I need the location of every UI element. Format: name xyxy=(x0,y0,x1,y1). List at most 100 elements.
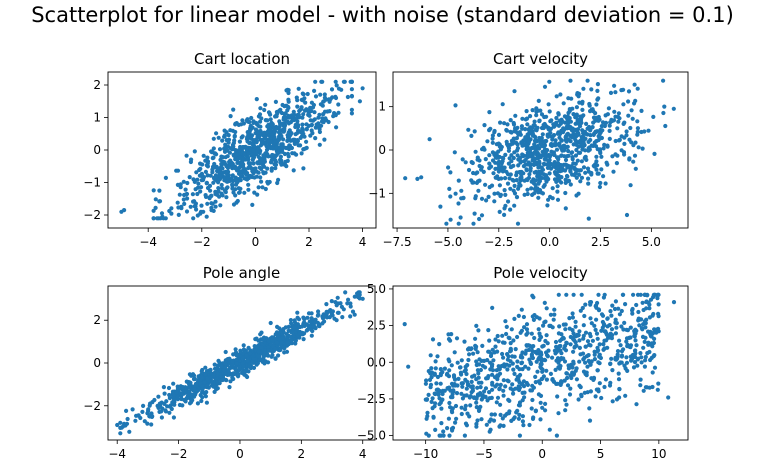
data-point xyxy=(302,134,307,139)
data-point xyxy=(512,203,517,208)
data-point xyxy=(498,147,503,152)
data-point xyxy=(619,354,625,359)
data-point xyxy=(209,208,214,213)
data-point xyxy=(544,333,549,338)
data-point xyxy=(589,321,594,326)
data-point xyxy=(167,392,172,398)
data-point xyxy=(639,355,644,360)
data-point xyxy=(258,119,263,124)
data-point xyxy=(209,149,214,154)
data-point xyxy=(423,381,428,386)
data-point xyxy=(597,381,602,386)
data-point xyxy=(622,141,627,146)
data-point xyxy=(573,334,578,339)
data-point xyxy=(254,336,259,341)
data-point xyxy=(438,381,443,386)
data-point xyxy=(439,398,444,403)
data-point xyxy=(511,155,516,161)
data-point xyxy=(580,99,585,104)
data-point xyxy=(466,167,472,173)
data-point xyxy=(472,211,477,216)
data-point xyxy=(308,133,313,138)
data-point xyxy=(357,99,362,104)
data-point xyxy=(586,353,591,358)
data-point xyxy=(178,182,183,187)
data-point xyxy=(261,131,266,136)
data-point xyxy=(287,115,292,120)
data-point xyxy=(237,365,242,370)
data-point xyxy=(577,359,582,364)
data-point xyxy=(182,201,187,206)
data-point xyxy=(594,154,599,159)
data-point xyxy=(329,87,335,92)
data-point xyxy=(248,165,254,171)
data-point xyxy=(568,119,574,124)
data-point xyxy=(473,336,478,341)
data-point xyxy=(196,181,201,186)
data-point xyxy=(273,346,278,352)
data-point xyxy=(599,154,604,159)
data-point xyxy=(437,342,442,347)
data-point xyxy=(462,393,467,398)
data-point xyxy=(485,376,490,381)
data-point xyxy=(629,108,634,113)
data-point xyxy=(519,360,525,365)
data-point xyxy=(526,343,531,348)
data-point xyxy=(534,113,539,118)
data-point xyxy=(183,187,188,192)
data-point xyxy=(583,170,588,175)
data-point xyxy=(564,292,569,297)
data-point xyxy=(287,137,292,142)
data-point xyxy=(575,127,581,132)
data-point xyxy=(193,187,198,192)
data-point xyxy=(550,377,555,382)
data-point xyxy=(159,415,164,420)
x-tick-label: 0 xyxy=(236,447,244,461)
data-point xyxy=(554,115,559,121)
data-point xyxy=(141,403,146,408)
y-tick-label: 0 xyxy=(93,143,101,157)
data-point xyxy=(486,349,491,354)
data-point xyxy=(240,351,245,356)
data-point xyxy=(273,154,278,159)
data-point xyxy=(438,367,443,372)
data-point xyxy=(635,126,641,131)
data-point xyxy=(286,121,291,126)
data-point xyxy=(496,373,501,378)
data-point xyxy=(524,116,530,121)
data-point xyxy=(349,107,354,112)
data-point xyxy=(489,395,494,400)
data-point xyxy=(216,135,221,140)
data-point xyxy=(349,87,354,92)
data-point xyxy=(572,338,577,343)
data-point xyxy=(509,159,514,164)
data-point xyxy=(522,325,527,330)
data-point xyxy=(269,166,274,171)
data-point xyxy=(656,302,661,307)
data-point xyxy=(568,373,573,378)
data-point xyxy=(545,203,550,208)
data-point xyxy=(466,127,471,132)
data-point xyxy=(549,118,554,123)
data-point xyxy=(574,139,579,144)
data-point xyxy=(612,83,617,88)
data-point xyxy=(546,159,552,164)
data-point xyxy=(450,428,455,433)
data-point xyxy=(263,186,268,192)
scatter-points xyxy=(119,79,365,221)
data-point xyxy=(585,166,591,171)
data-point xyxy=(554,358,559,363)
data-point xyxy=(478,391,483,396)
data-point xyxy=(133,418,138,423)
data-point xyxy=(159,211,165,216)
data-point xyxy=(595,171,600,176)
data-point xyxy=(196,388,201,393)
data-point xyxy=(233,347,238,352)
data-point xyxy=(474,359,479,364)
data-point xyxy=(497,387,502,392)
data-point xyxy=(213,199,218,204)
data-point xyxy=(522,192,527,197)
data-point xyxy=(460,384,465,389)
y-tick-label: −2.5 xyxy=(357,392,386,406)
data-point xyxy=(467,395,472,400)
